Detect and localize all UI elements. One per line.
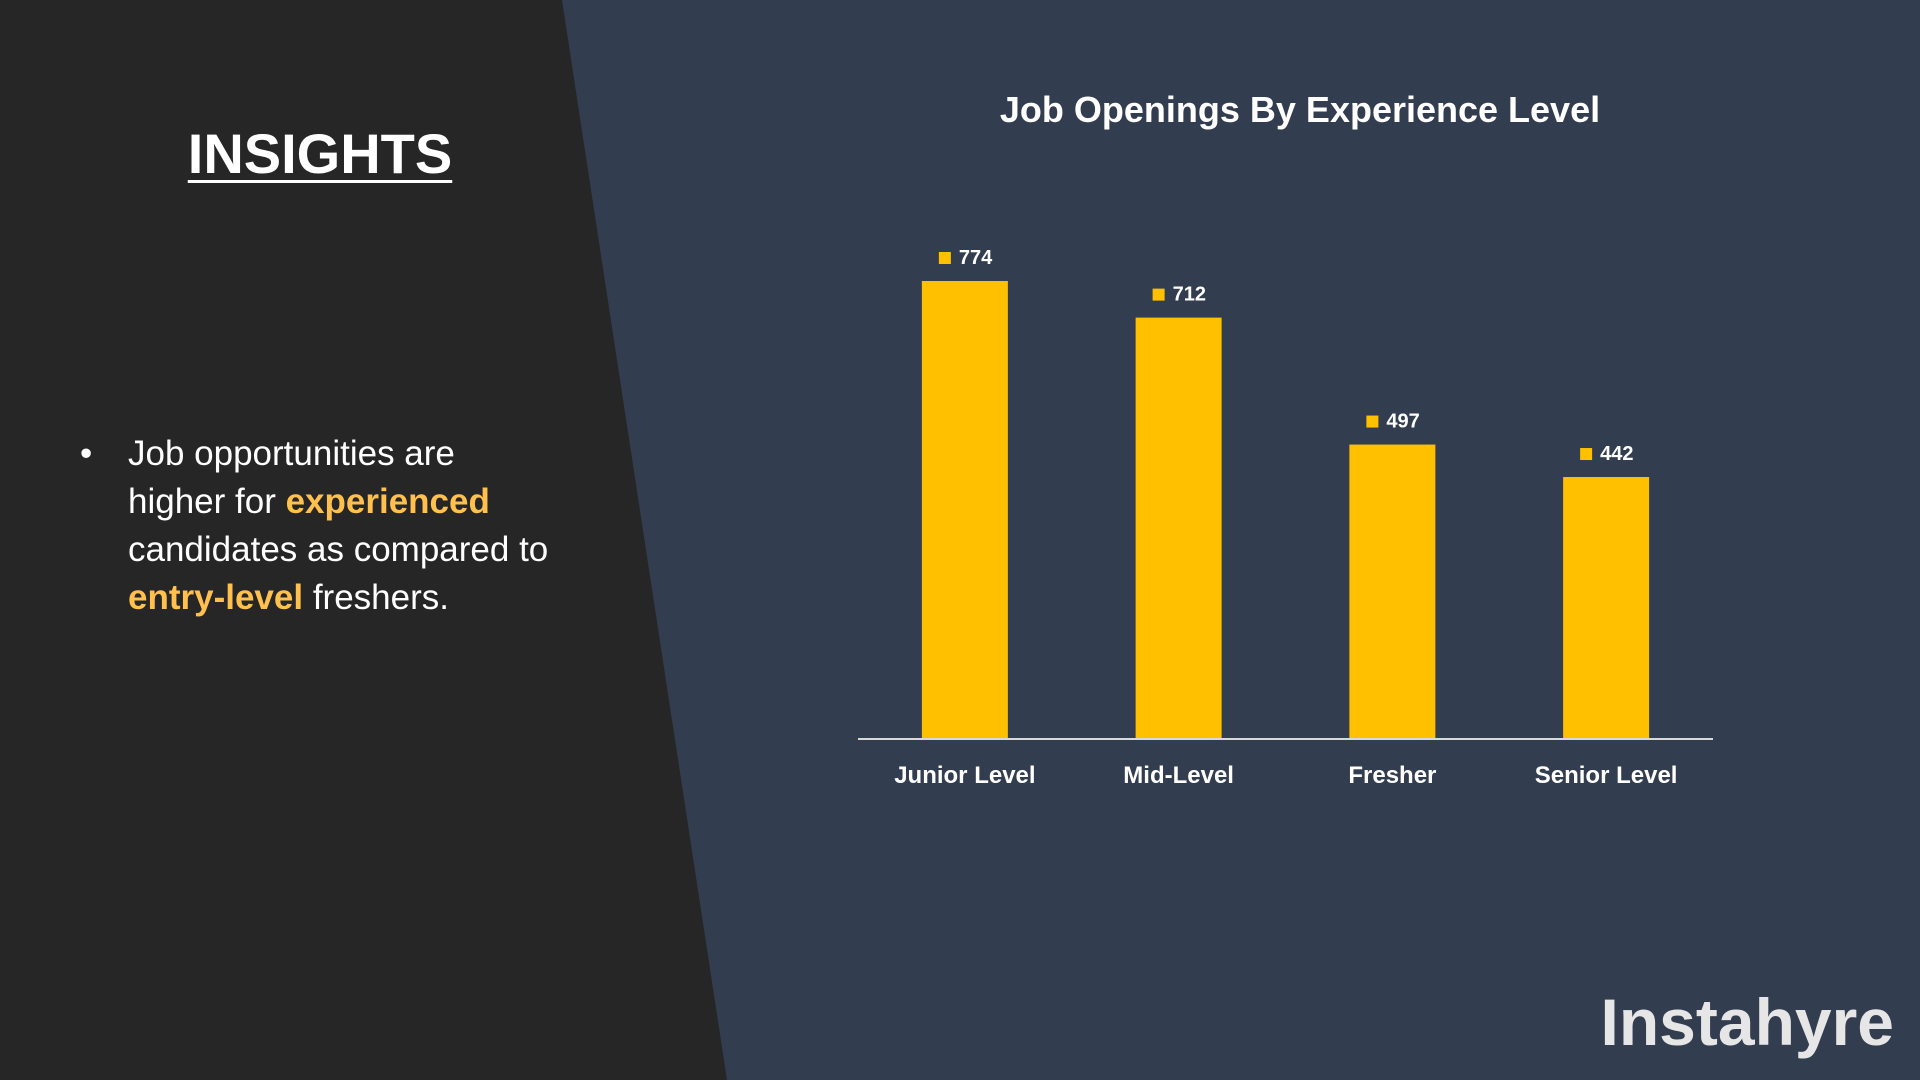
x-tick-label: Senior Level [1535, 762, 1678, 789]
insight-text: Job opportunities are higher for experie… [128, 430, 550, 622]
x-tick-label: Fresher [1348, 762, 1436, 789]
x-tick-label: Junior Level [894, 762, 1035, 789]
bar [1349, 444, 1436, 738]
x-tick-label: Mid-Level [1123, 762, 1234, 789]
chart-title: Job Openings By Experience Level [999, 89, 1601, 130]
bullet-marker: • [80, 434, 93, 473]
insight-text-part: candidates as compared to [128, 530, 549, 569]
insights-title: INSIGHTS [187, 122, 453, 185]
data-label: 712 [1173, 284, 1206, 306]
data-label-marker [938, 252, 951, 264]
insight-highlight-entry-level: entry-level [128, 578, 304, 617]
data-label: 497 [1386, 411, 1419, 433]
data-label: 774 [959, 247, 993, 269]
insight-bullet: • Job opportunities are higher for exper… [80, 430, 550, 622]
data-label: 442 [1600, 443, 1633, 465]
bar [921, 281, 1008, 738]
data-label-marker [1152, 288, 1165, 301]
data-label-marker [1580, 448, 1593, 461]
insight-text-part: freshers. [303, 578, 449, 617]
insight-text-part: Job opportunities are higher for [128, 434, 455, 521]
insight-highlight-experienced: experienced [285, 482, 490, 521]
bar [1563, 477, 1650, 738]
bar [1135, 317, 1222, 738]
brand-logo-text: Instahyre [1600, 985, 1894, 1059]
data-label-marker [1366, 415, 1379, 428]
